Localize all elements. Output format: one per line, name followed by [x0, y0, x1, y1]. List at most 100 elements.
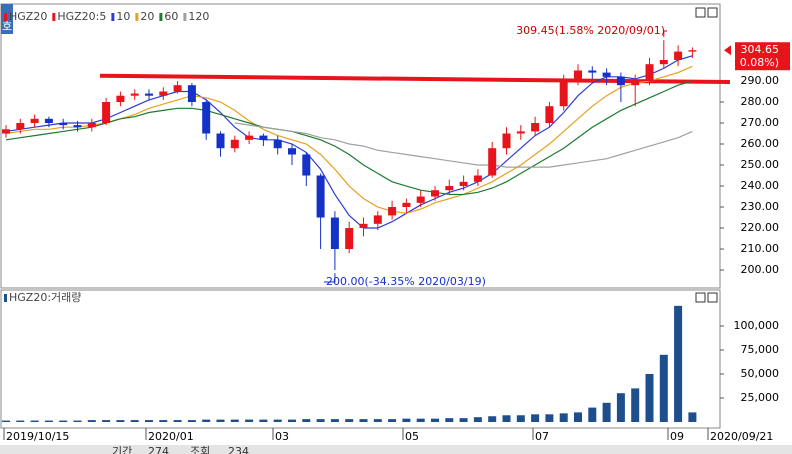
legend-label: 10 — [116, 10, 130, 23]
candle-body — [559, 80, 568, 107]
icon-label: 호 — [2, 20, 12, 33]
annotation-arrow — [324, 273, 336, 283]
last-price-pointer — [724, 45, 731, 56]
candle-body — [431, 190, 439, 197]
candle-body — [388, 207, 397, 216]
last-price: 304.65 — [741, 43, 780, 56]
candle-body — [173, 85, 182, 92]
y-tick-label: 270.00 — [741, 116, 780, 129]
legend-label: 20 — [140, 10, 154, 23]
price-panel — [0, 3, 721, 289]
candle-body — [373, 215, 382, 224]
candle-body — [145, 93, 153, 96]
candle-body — [59, 123, 68, 126]
volume-bar — [202, 419, 211, 422]
y-tick-label: 75,000 — [741, 343, 780, 356]
candle-body — [588, 70, 597, 73]
candle-body — [216, 133, 225, 149]
legend-swatch — [135, 13, 139, 21]
volume-bar — [445, 418, 454, 422]
legend-swatch — [183, 13, 187, 21]
trend-line — [99, 73, 731, 85]
volume-bar — [674, 305, 683, 422]
annotation-arrow — [663, 30, 667, 38]
volume-bar — [531, 414, 540, 422]
volume-bar — [330, 419, 339, 422]
candle-body — [645, 64, 654, 81]
volume-bar — [102, 420, 111, 422]
candle-body — [302, 154, 311, 176]
volume-bar — [345, 419, 354, 422]
toolbar — [0, 445, 792, 454]
volume-bar — [273, 419, 282, 422]
toolbar-label: 274 — [148, 445, 169, 454]
volume-bar — [230, 419, 239, 422]
volume-bar — [87, 420, 96, 422]
volume-bar — [616, 393, 625, 422]
window-button[interactable] — [707, 292, 718, 303]
candle-body — [531, 123, 540, 132]
high-annotation: 309.45(1.58% 2020/09/01) — [516, 24, 665, 37]
candle-body — [473, 175, 482, 182]
window-button[interactable] — [695, 292, 706, 303]
candle-body — [73, 125, 82, 128]
volume-bar — [388, 419, 397, 422]
low-annotation: 200.00(-34.35% 2020/03/19) — [326, 275, 486, 288]
volume-bar — [416, 418, 425, 422]
legend-swatch — [52, 13, 56, 21]
volume-bar — [245, 419, 254, 422]
candle-body — [545, 106, 554, 124]
y-tick-label: 290.00 — [741, 74, 780, 87]
volume-bar — [574, 412, 582, 422]
toolbar-label: 기간 — [112, 445, 132, 454]
volume-bar — [173, 420, 182, 422]
candle-body — [44, 118, 53, 124]
legend-swatch — [4, 13, 7, 21]
candle-body — [602, 72, 611, 77]
window-button[interactable] — [695, 7, 706, 18]
y-tick-label: 220.00 — [741, 221, 780, 234]
candle-body — [30, 118, 39, 124]
last-price-box — [735, 42, 790, 71]
legend-label: 60 — [164, 10, 178, 23]
volume-bar — [159, 420, 168, 422]
volume-bar — [288, 419, 296, 422]
window-button[interactable] — [707, 7, 718, 18]
volume-bar — [431, 418, 439, 422]
candle-body — [459, 181, 468, 187]
candle-body — [359, 223, 368, 229]
y-tick-label: 50,000 — [741, 367, 780, 380]
volume-bar — [59, 420, 68, 422]
volume-bar — [645, 374, 654, 422]
candle-body — [2, 129, 10, 134]
candle-body — [202, 102, 211, 134]
y-tick-label: 230.00 — [741, 200, 780, 213]
candle-body — [516, 131, 525, 134]
ma-line — [234, 122, 693, 168]
x-tick-label: 05 — [405, 430, 419, 443]
volume-bar — [259, 419, 268, 422]
y-tick-label: 260.00 — [741, 137, 780, 150]
x-tick-label: 2020/01 — [148, 430, 194, 443]
volume-bar — [30, 420, 39, 422]
legend-label: 120 — [188, 10, 209, 23]
legend-swatch — [111, 13, 115, 21]
candle-body — [659, 59, 668, 65]
last-change: ( 0.08%) — [732, 56, 779, 69]
volume-bar — [516, 415, 525, 422]
legend-label: HGZ20:거래량 — [9, 291, 81, 304]
volume-panel — [0, 289, 721, 429]
volume-bar — [316, 419, 325, 422]
candle-body — [288, 148, 296, 155]
candle-body — [345, 228, 354, 250]
x-tick-label: 2020/09/21 — [710, 430, 773, 443]
candle-body — [187, 85, 196, 102]
candle-body — [631, 80, 640, 86]
y-tick-label: 240.00 — [741, 179, 780, 192]
candle-body — [87, 123, 96, 128]
volume-bar — [187, 420, 196, 422]
volume-bar — [216, 419, 225, 422]
x-tick-label: 07 — [535, 430, 549, 443]
volume-bar — [359, 419, 368, 422]
